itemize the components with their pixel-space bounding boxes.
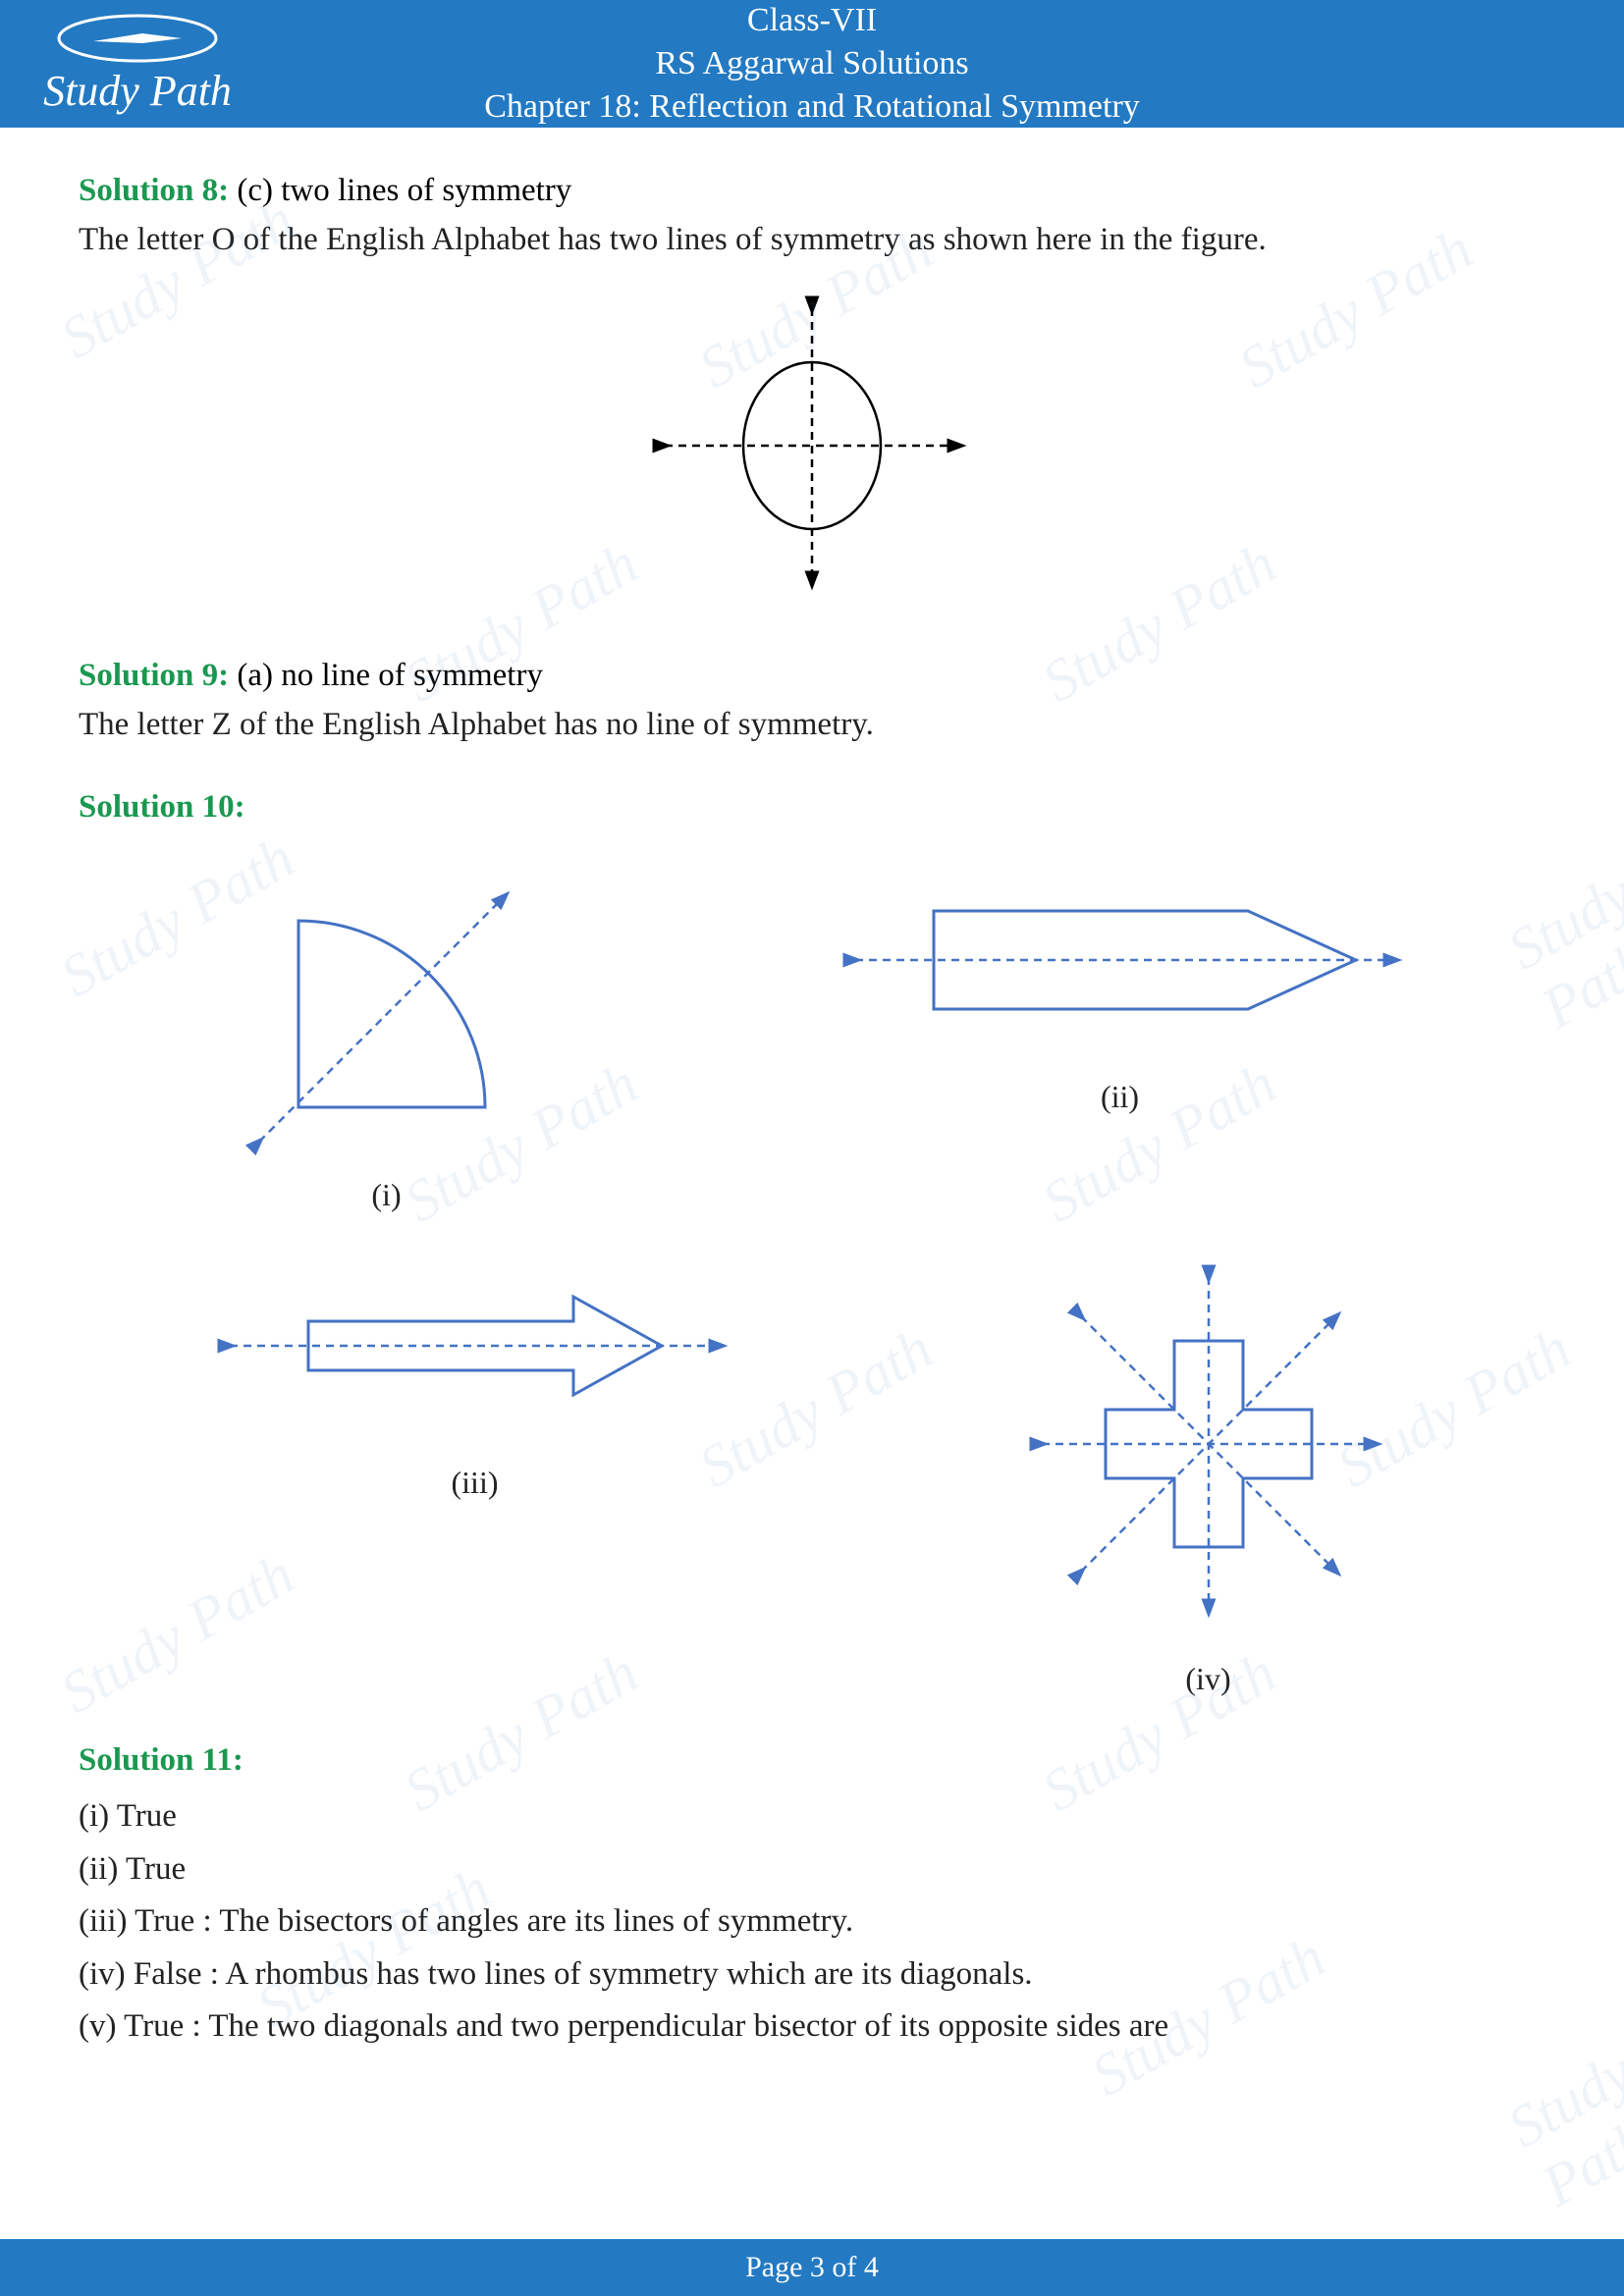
header-class: Class-VII (236, 0, 1388, 42)
solution-11-iv: (iv) False : A rhombus has two lines of … (79, 1950, 1545, 2000)
arrow-shape-diagram (200, 1248, 750, 1444)
logo-text: Study Path (43, 66, 232, 116)
header-titles: Class-VII RS Aggarwal Solutions Chapter … (236, 0, 1585, 129)
solution-8-answer: (c) two lines of symmetry (229, 173, 571, 208)
quarter-circle-diagram (210, 862, 564, 1156)
page-footer: Page 3 of 4 (0, 2239, 1624, 2296)
solution-9: Solution 9: (a) no line of symmetry The … (79, 652, 1545, 749)
plus-shape-diagram (993, 1248, 1425, 1640)
solution-11-list: (i) True (ii) True (iii) True : The bise… (79, 1792, 1545, 2052)
logo-pen-icon (54, 12, 221, 66)
figure-ii: (ii) (826, 862, 1415, 1218)
solution-9-text: The letter Z of the English Alphabet has… (79, 701, 1545, 750)
solution-10: Solution 10: (i) (79, 783, 1545, 1702)
figure-iv: (iv) (993, 1248, 1425, 1702)
solution-9-label: Solution 9: (79, 658, 229, 693)
solution-8: Solution 8: (c) two lines of symmetry Th… (79, 167, 1545, 603)
figure-i-caption: (i) (371, 1171, 401, 1218)
figure-iv-caption: (iv) (1185, 1655, 1230, 1702)
solution-11: Solution 11: (i) True (ii) True (iii) Tr… (79, 1736, 1545, 2052)
page-header: Study Path Class-VII RS Aggarwal Solutio… (0, 0, 1624, 128)
page-number: Page 3 of 4 (745, 2251, 879, 2283)
solution-9-answer: (a) no line of symmetry (229, 658, 543, 693)
logo: Study Path (39, 12, 236, 116)
figure-iii-caption: (iii) (452, 1459, 499, 1506)
pentagon-arrow-diagram (826, 862, 1415, 1058)
solution-10-row2: (iii) (iv) (79, 1248, 1545, 1702)
solution-8-text: The letter O of the English Alphabet has… (79, 216, 1545, 265)
page-content: Solution 8: (c) two lines of symmetry Th… (0, 128, 1624, 2125)
figure-iii: (iii) (200, 1248, 750, 1702)
solution-11-i: (i) True (79, 1792, 1545, 1842)
ellipse-symmetry-diagram (635, 289, 989, 603)
solution-8-figure (79, 289, 1545, 603)
solution-11-iii: (iii) True : The bisectors of angles are… (79, 1897, 1545, 1947)
solution-10-row1: (i) (ii) (79, 862, 1545, 1218)
solution-10-label: Solution 10: (79, 789, 245, 825)
solution-11-v: (v) True : The two diagonals and two per… (79, 2002, 1545, 2052)
figure-ii-caption: (ii) (1101, 1073, 1139, 1120)
solution-11-ii: (ii) True (79, 1845, 1545, 1895)
solution-11-label: Solution 11: (79, 1742, 244, 1778)
header-book: RS Aggarwal Solutions (236, 42, 1388, 85)
solution-8-label: Solution 8: (79, 173, 229, 208)
figure-i: (i) (210, 862, 564, 1218)
header-chapter: Chapter 18: Reflection and Rotational Sy… (236, 85, 1388, 129)
